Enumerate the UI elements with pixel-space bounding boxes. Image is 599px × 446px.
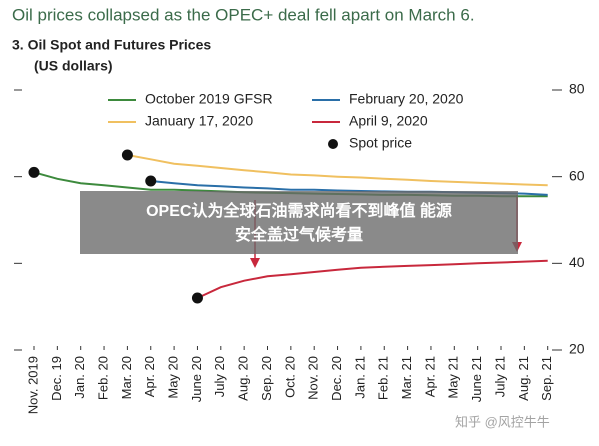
- x-tick-label: Feb. 20: [95, 356, 110, 400]
- x-tick-label: July 20: [212, 356, 227, 397]
- y-tick-label: 60: [569, 167, 585, 183]
- x-tick-label: Dec. 20: [329, 356, 344, 401]
- x-tick-label: June 21: [469, 356, 484, 402]
- legend-label: February 20, 2020: [349, 91, 464, 107]
- spot-point: [191, 292, 203, 304]
- arrow-head: [250, 258, 260, 268]
- chart-subtitle: 3. Oil Spot and Futures Prices: [12, 37, 211, 53]
- x-tick-label: Jan. 21: [352, 356, 367, 399]
- x-tick-label: June 20: [189, 356, 204, 402]
- x-tick-label: Aug. 20: [236, 356, 251, 401]
- y-axis-label: (US dollars): [34, 58, 113, 74]
- x-tick-label: Sep. 21: [539, 356, 554, 401]
- legend-label: January 17, 2020: [145, 113, 253, 129]
- x-tick-label: Feb. 21: [376, 356, 391, 400]
- x-tick-label: Sep. 20: [259, 356, 274, 401]
- x-tick-label: Dec. 19: [49, 356, 64, 401]
- legend-label: April 9, 2020: [349, 113, 428, 129]
- x-tick-label: Jan. 20: [72, 356, 87, 399]
- spot-point: [145, 175, 157, 187]
- x-tick-label: Aug. 21: [516, 356, 531, 401]
- x-tick-label: May 21: [446, 356, 461, 399]
- overlay-text: OPEC认为全球石油需求尚看不到峰值 能源: [146, 201, 452, 220]
- overlay-banner: [80, 191, 518, 254]
- chart-title: Oil prices collapsed as the OPEC+ deal f…: [12, 5, 475, 24]
- x-tick-label: Mar. 20: [119, 356, 134, 399]
- y-tick-label: 40: [569, 254, 585, 270]
- spot-point: [121, 149, 133, 161]
- y-tick-label: 20: [569, 341, 585, 357]
- x-tick-label: Oct. 20: [282, 356, 297, 398]
- x-tick-label: Nov. 20: [306, 356, 321, 400]
- spot-point: [28, 166, 40, 178]
- watermark: 知乎 @风控牛牛: [455, 414, 550, 429]
- series-line: [197, 259, 548, 299]
- series-line: [127, 154, 548, 187]
- overlay-text: 安全盖过气候考量: [235, 225, 363, 244]
- x-tick-label: July 21: [492, 356, 507, 397]
- legend-label: October 2019 GFSR: [145, 91, 273, 107]
- plot: 20 40 60 80 Nov. 2019 Dec. 19 Jan. 20 Feb. 20 Ma…: [14, 81, 585, 414]
- y-tick-label: 80: [569, 81, 585, 97]
- x-tick-label: Nov. 2019: [25, 356, 40, 414]
- x-tick-label: Apr. 20: [142, 356, 157, 397]
- x-tick-label: Apr. 21: [422, 356, 437, 397]
- legend-label: Spot price: [349, 135, 412, 151]
- legend-marker: [328, 139, 338, 149]
- x-tick-label: May 20: [166, 356, 181, 399]
- x-tick-label: Mar. 21: [399, 356, 414, 399]
